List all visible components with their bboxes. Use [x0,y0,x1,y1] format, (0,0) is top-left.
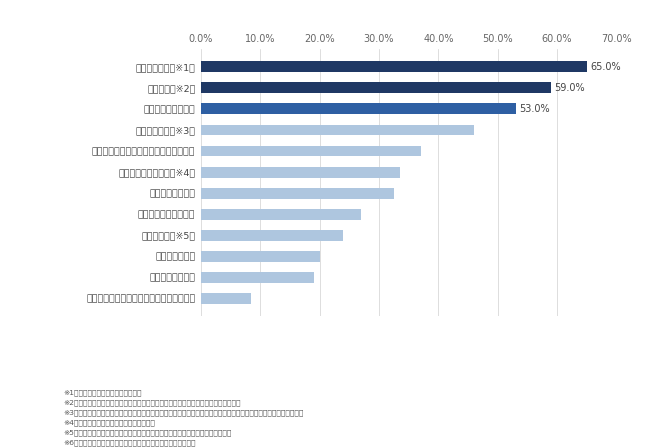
Bar [201,125,474,135]
Text: ※1　組織課題の適せるな把握・提示
※2　適切な職務経験の付与、部下への必要な支援、自己啓発を含めた能力開発の推進
※3　目標・方針の共有、部下への咀しゃく、部: ※1 組織課題の適せるな把握・提示 ※2 適切な職務経験の付与、部下への必要な支… [64,390,304,446]
Text: 65.0%: 65.0% [590,62,621,72]
Text: 53.0%: 53.0% [519,104,549,114]
Text: 59.0%: 59.0% [555,83,586,93]
Bar [201,82,551,93]
Bar [201,272,314,283]
Bar [201,251,320,262]
Bar [201,103,515,114]
Bar [201,167,400,177]
Bar [201,61,587,72]
Bar [201,146,421,156]
Bar [201,188,394,198]
Bar [201,230,344,241]
Bar [201,209,361,220]
Bar [201,293,251,304]
